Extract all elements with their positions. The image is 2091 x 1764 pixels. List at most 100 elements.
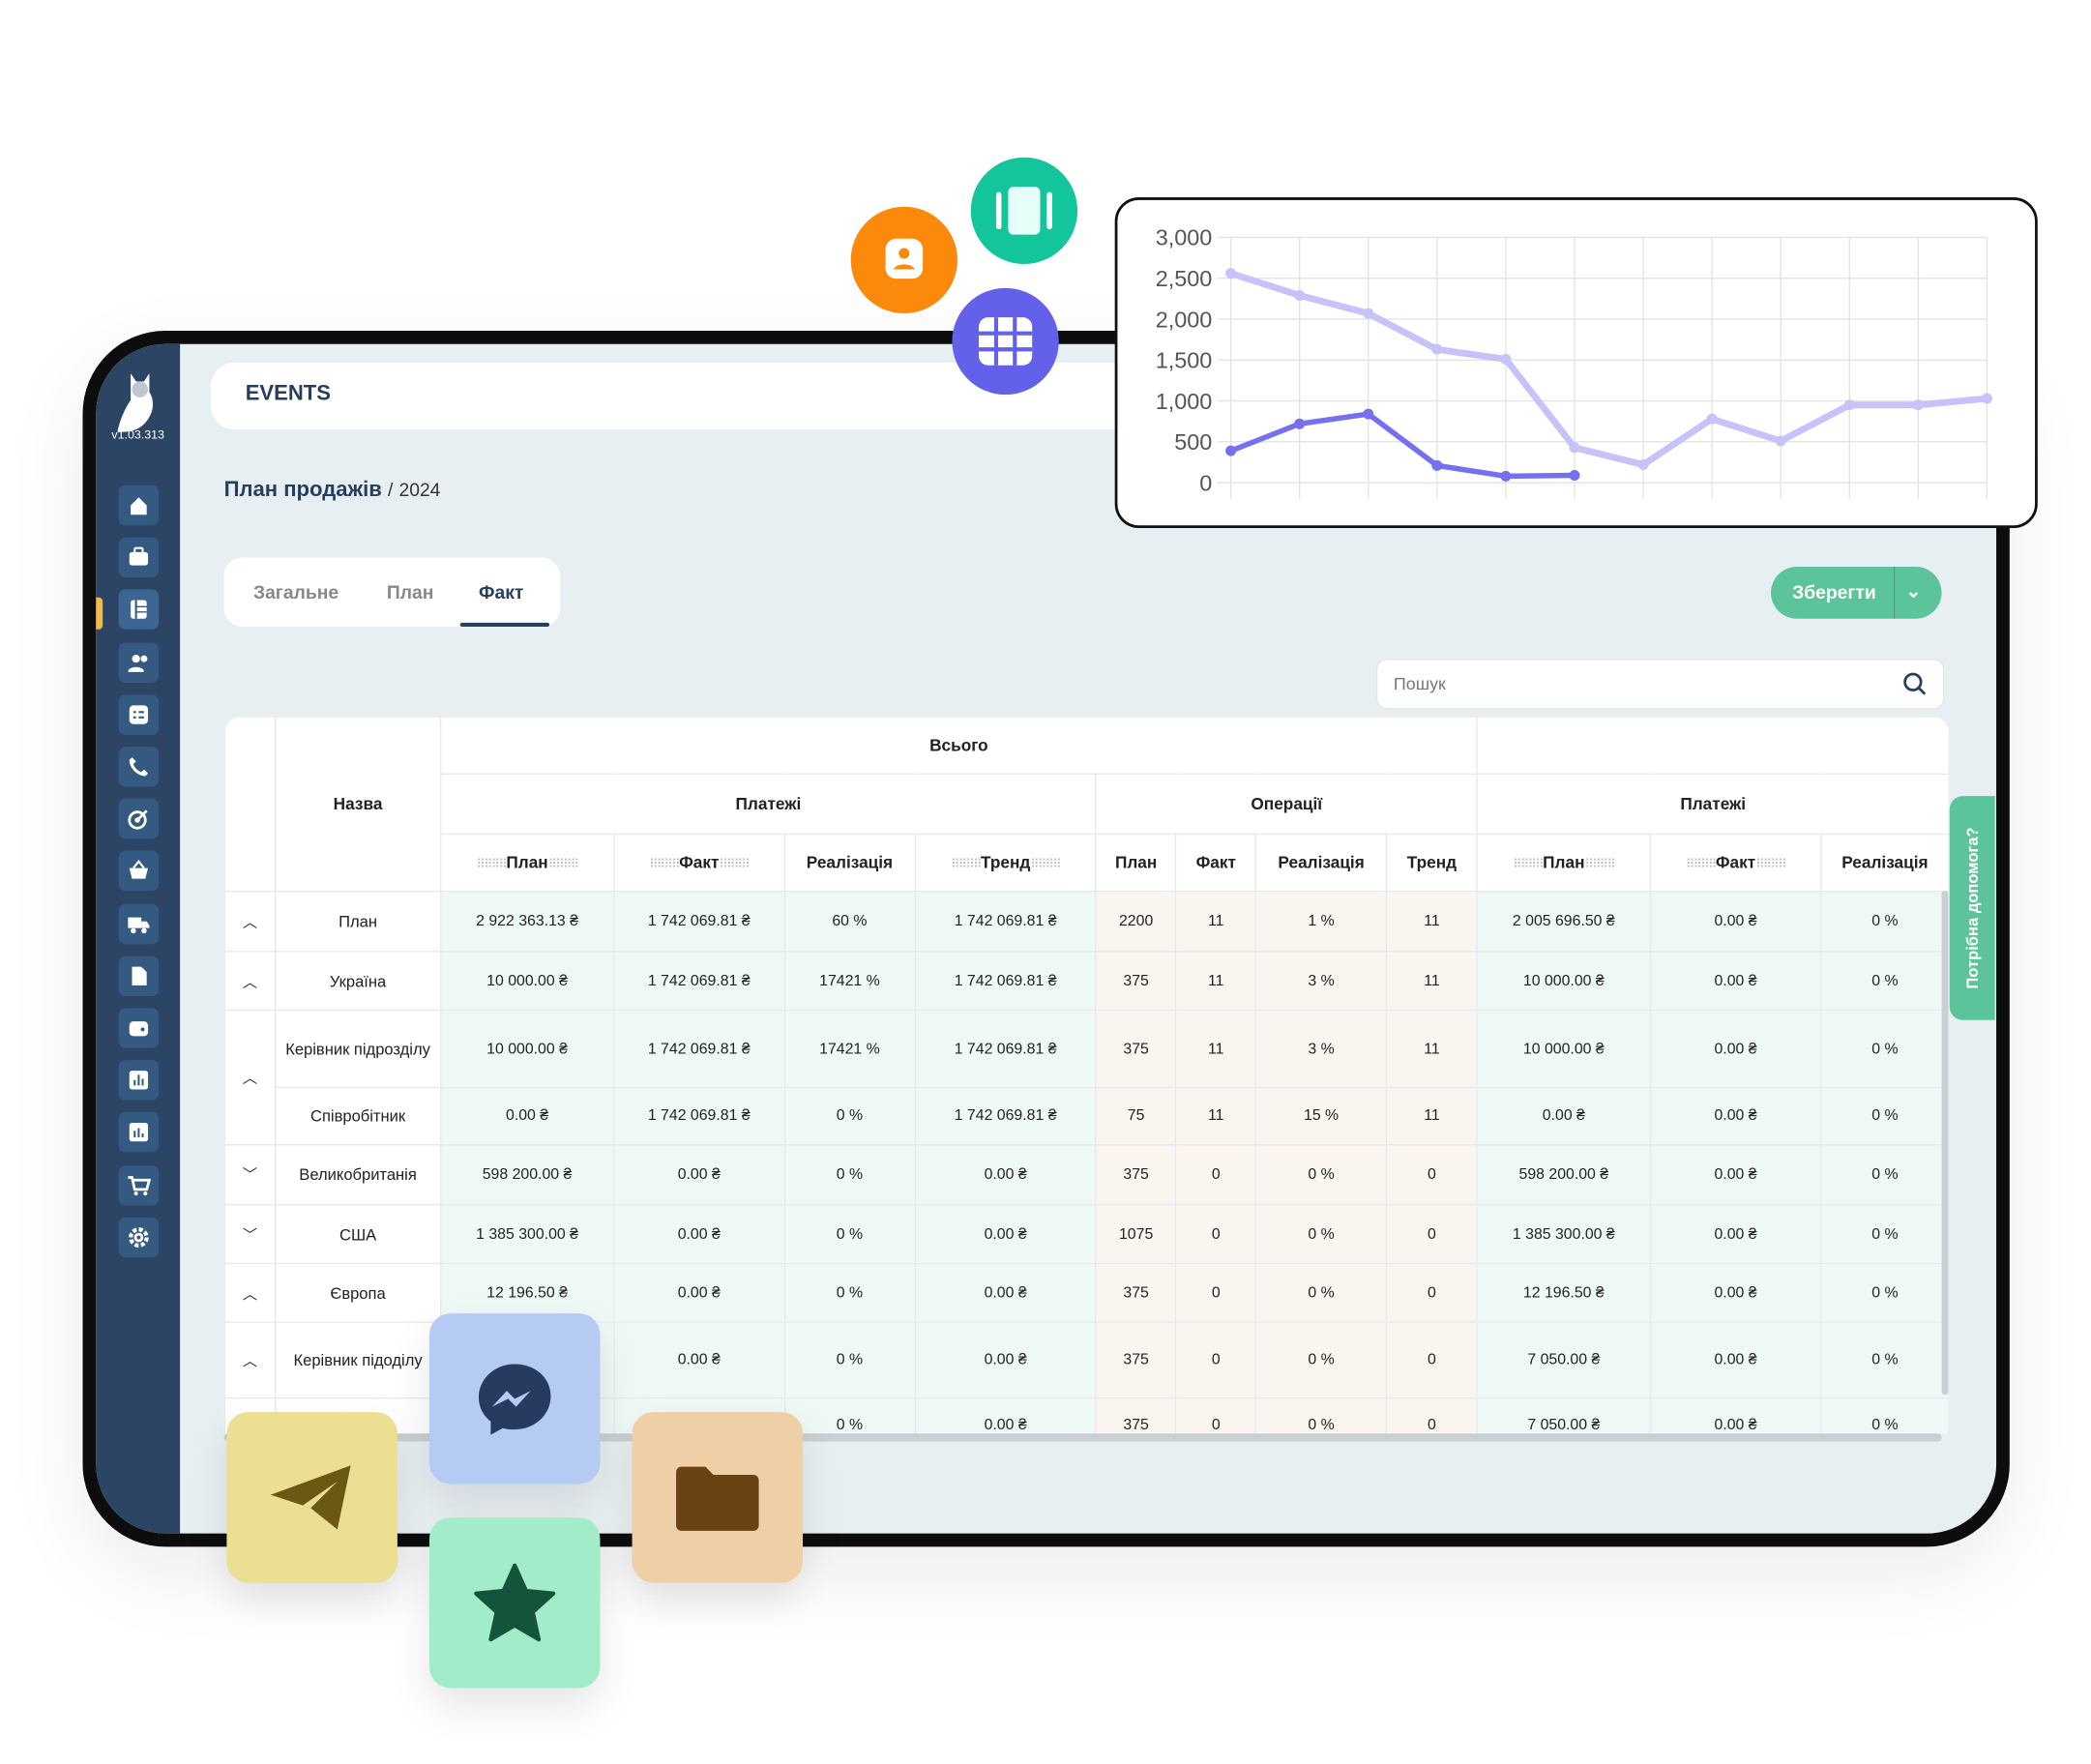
cell-value: 0.00 ₴ xyxy=(914,1144,1097,1206)
data-point[interactable] xyxy=(1294,418,1306,429)
expand-toggle[interactable]: ︿ xyxy=(223,1009,277,1146)
column-header[interactable]: ⠿⠿⠿⠿План⠿⠿⠿⠿ xyxy=(1476,833,1652,893)
cell-value: 1075 xyxy=(1095,1204,1177,1265)
tab-fact[interactable]: Факт xyxy=(478,581,524,603)
sidebar-item-home[interactable] xyxy=(118,485,160,526)
sidebar-item-chart[interactable] xyxy=(118,1060,160,1101)
sidebar-item-report[interactable] xyxy=(118,1112,160,1153)
table-row: ︿ Європа 12 196.50 ₴ 0.00 ₴ 0 % 0.00 ₴ 375 0 0 %… xyxy=(223,1262,1950,1323)
data-point[interactable] xyxy=(1706,413,1718,425)
sidebar-item-basket[interactable] xyxy=(118,851,160,892)
data-point[interactable] xyxy=(1912,399,1924,411)
help-tab[interactable]: Потрібна допомога? xyxy=(1949,796,1995,1020)
data-point[interactable] xyxy=(1637,459,1649,471)
expand-toggle[interactable]: ﹀ xyxy=(223,1204,277,1265)
column-header[interactable]: Реалізація xyxy=(1254,833,1388,893)
cell-value: 17421 % xyxy=(783,951,916,1012)
chevron-up-icon[interactable]: ︿ xyxy=(242,1353,258,1370)
vertical-scrollbar[interactable] xyxy=(1941,891,1949,1396)
cell-value: 15 % xyxy=(1254,1086,1388,1146)
horizontal-scrollbar[interactable] xyxy=(223,1433,1942,1442)
sidebar-item-table[interactable] xyxy=(118,589,160,631)
data-point[interactable] xyxy=(1569,469,1580,482)
chevron-up-icon[interactable]: ︿ xyxy=(242,914,258,931)
expand-toggle[interactable]: ︿ xyxy=(223,1262,277,1323)
breadcrumb-year[interactable]: 2024 xyxy=(398,478,441,501)
sidebar-item-cart[interactable] xyxy=(118,1164,160,1205)
sidebar-item-gear[interactable] xyxy=(118,1217,160,1257)
cell-value: 0 % xyxy=(783,1204,916,1265)
chevron-up-icon[interactable]: ︿ xyxy=(242,1071,258,1087)
expand-toggle[interactable]: ︿ xyxy=(223,1321,277,1399)
column-header[interactable]: ⠿⠿⠿⠿Тренд⠿⠿⠿⠿ xyxy=(914,833,1097,893)
data-point[interactable] xyxy=(1843,399,1855,411)
data-point[interactable] xyxy=(1225,445,1237,456)
data-point[interactable] xyxy=(1363,308,1374,319)
cell-value: 598 200.00 ₴ xyxy=(1476,1144,1652,1206)
data-point[interactable] xyxy=(1363,408,1374,420)
carousel-icon xyxy=(970,157,1078,265)
sidebar-item-briefcase[interactable] xyxy=(118,537,160,578)
chevron-down-icon[interactable]: ﹀ xyxy=(242,1167,258,1185)
column-header[interactable]: План xyxy=(1095,833,1177,893)
cell-value: 0 % xyxy=(1820,891,1950,953)
data-point[interactable] xyxy=(1981,393,1992,404)
cell-value: 10 000.00 ₴ xyxy=(1476,951,1652,1012)
tab-general[interactable]: Загальне xyxy=(252,581,339,603)
sidebar-item-users[interactable] xyxy=(118,642,160,683)
sales-plan-table: Назва Всього Платежі Операції Платежі ⠿⠿… xyxy=(223,716,1950,1434)
chevron-down-icon[interactable]: ⌄ xyxy=(1905,579,1922,602)
contact-icon xyxy=(850,206,957,314)
sidebar-item-phone[interactable] xyxy=(118,747,160,787)
row-name: План xyxy=(274,891,442,953)
chevron-up-icon[interactable]: ︿ xyxy=(242,1285,258,1303)
empty-group-header xyxy=(1476,716,1950,776)
cell-value: 0.00 ₴ xyxy=(1649,1086,1822,1146)
tab-bar: Загальне План Факт xyxy=(223,557,561,628)
save-button[interactable]: Зберегти ⌄ xyxy=(1771,566,1942,619)
data-point[interactable] xyxy=(1431,343,1443,355)
cell-value: 11 xyxy=(1385,951,1478,1012)
expand-toggle[interactable]: ︿ xyxy=(223,951,277,1012)
breadcrumb-separator: / xyxy=(387,478,394,501)
sidebar-item-target[interactable] xyxy=(118,799,160,839)
data-point[interactable] xyxy=(1500,353,1512,365)
cell-value: 0 xyxy=(1175,1144,1257,1206)
search-icon[interactable] xyxy=(1903,672,1928,696)
column-header-label: Факт xyxy=(1195,853,1236,872)
save-label: Зберегти xyxy=(1792,581,1876,603)
expand-toggle[interactable]: ︿ xyxy=(223,891,277,953)
column-header[interactable]: Факт xyxy=(1175,833,1257,893)
sidebar-item-wallet[interactable] xyxy=(118,1008,160,1048)
sidebar-item-truck[interactable] xyxy=(118,903,160,944)
chevron-up-icon[interactable]: ︿ xyxy=(242,974,258,990)
sidebar-item-document[interactable] xyxy=(118,956,160,996)
column-header[interactable]: ⠿⠿⠿⠿План⠿⠿⠿⠿ xyxy=(439,833,615,893)
cell-value: 0 % xyxy=(1254,1204,1388,1265)
sidebar-item-checklist[interactable] xyxy=(118,694,160,735)
cell-value: 0 xyxy=(1385,1262,1478,1323)
data-point[interactable] xyxy=(1431,459,1443,471)
data-point[interactable] xyxy=(1294,289,1306,301)
column-header[interactable]: Реалізація xyxy=(1820,833,1950,893)
column-header[interactable]: Реалізація xyxy=(783,833,916,893)
column-header-label: Реалізація xyxy=(1278,853,1365,872)
cell-value: 0 % xyxy=(1254,1262,1388,1323)
search-input[interactable] xyxy=(1393,673,1874,693)
data-point[interactable] xyxy=(1569,442,1580,454)
cell-value: 1 385 300.00 ₴ xyxy=(1476,1204,1652,1265)
owl-logo-icon xyxy=(117,373,154,432)
cell-value: 0 % xyxy=(1254,1396,1388,1434)
data-point[interactable] xyxy=(1225,268,1237,279)
cell-value: 0.00 ₴ xyxy=(1649,891,1822,953)
column-header[interactable]: ⠿⠿⠿⠿Факт⠿⠿⠿⠿ xyxy=(1649,833,1822,893)
data-point[interactable] xyxy=(1500,470,1512,482)
cell-value: 0.00 ₴ xyxy=(612,1321,785,1399)
expand-toggle[interactable]: ﹀ xyxy=(223,1144,277,1206)
data-point[interactable] xyxy=(1775,435,1786,447)
column-header[interactable]: ⠿⠿⠿⠿Факт⠿⠿⠿⠿ xyxy=(612,833,785,893)
chevron-down-icon[interactable]: ﹀ xyxy=(242,1227,258,1244)
tab-plan[interactable]: План xyxy=(386,581,434,603)
column-header[interactable]: Тренд xyxy=(1385,833,1478,893)
cell-value: 375 xyxy=(1095,1321,1177,1399)
